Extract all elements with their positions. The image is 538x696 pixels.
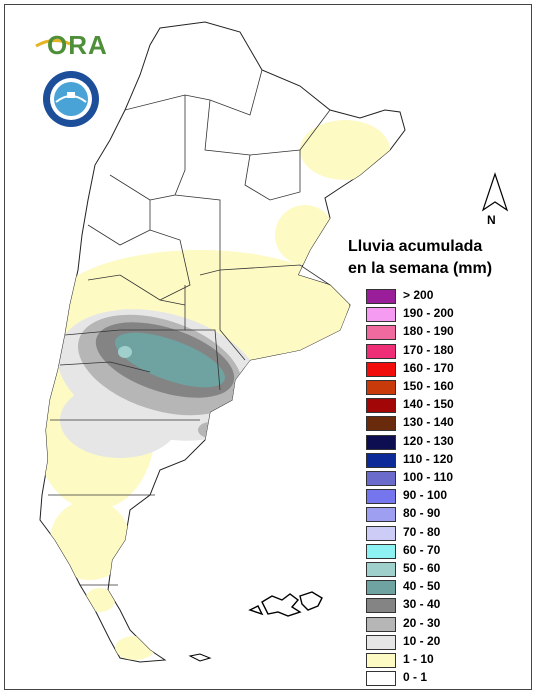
- legend-item: 70 - 80: [366, 525, 526, 543]
- legend-item: 40 - 50: [366, 579, 526, 597]
- legend-swatch: [366, 507, 396, 523]
- legend-item: 110 - 120: [366, 452, 526, 470]
- legend-swatch: [366, 525, 396, 541]
- legend-swatch: [366, 543, 396, 559]
- legend-swatch: [366, 580, 396, 596]
- legend-swatch: [366, 398, 396, 414]
- malvinas-islands: [248, 591, 323, 617]
- legend-item: 80 - 90: [366, 506, 526, 524]
- legend-label: 150 - 160: [403, 379, 454, 393]
- legend-swatch: [366, 325, 396, 341]
- legend-label: 10 - 20: [403, 633, 441, 648]
- legend-swatch: [366, 634, 396, 650]
- legend-label: 20 - 30: [403, 615, 441, 630]
- legend-label: 140 - 150: [403, 397, 454, 412]
- legend-item: 190 - 200: [366, 306, 526, 324]
- legend-label: 100 - 110: [403, 470, 454, 484]
- legend-swatch: [366, 289, 396, 304]
- legend-label: 30 - 40: [403, 597, 441, 612]
- legend-label: 70 - 80: [403, 524, 441, 539]
- legend-swatch: [366, 653, 396, 668]
- legend-label: 130 - 140: [403, 415, 454, 430]
- legend-title-line2: en la semana (mm): [348, 260, 493, 277]
- legend-swatch: [366, 416, 396, 432]
- legend-swatch: [366, 380, 396, 395]
- legend-item: 160 - 170: [366, 361, 526, 379]
- province-borders: [48, 69, 331, 586]
- legend-item: 1 - 10: [366, 652, 526, 670]
- legend-label: 180 - 190: [403, 324, 454, 339]
- legend-label: 40 - 50: [403, 579, 441, 594]
- ora-logo-icon: [35, 39, 71, 48]
- isla-estados: [188, 653, 212, 662]
- legend-label: 80 - 90: [403, 506, 441, 521]
- legend-label: 190 - 200: [403, 306, 454, 321]
- legend-item: 60 - 70: [366, 543, 526, 561]
- legend-item: 10 - 20: [366, 634, 526, 652]
- north-arrow-icon: [481, 172, 509, 212]
- legend-swatch: [366, 434, 396, 450]
- legend-item: 180 - 190: [366, 324, 526, 342]
- legend-item: 90 - 100: [366, 488, 526, 506]
- legend-label: 50 - 60: [403, 561, 441, 575]
- legend-label: 120 - 130: [403, 433, 454, 448]
- legend-swatch: [366, 489, 396, 505]
- legend-label: 110 - 120: [403, 451, 454, 466]
- legend-item: 140 - 150: [366, 397, 526, 415]
- legend-label: 90 - 100: [403, 488, 448, 503]
- legend-swatch: [366, 616, 396, 632]
- legend-label: 60 - 70: [403, 542, 441, 557]
- legend-swatch: [366, 343, 396, 359]
- legend-label: 1 - 10: [403, 652, 434, 666]
- legend-swatch: [366, 452, 396, 468]
- ora-logo-text: ORA: [47, 30, 108, 60]
- legend-label: 160 - 170: [403, 360, 454, 375]
- legend-item: 50 - 60: [366, 561, 526, 579]
- legend-item: 170 - 180: [366, 343, 526, 361]
- legend-item: > 200: [366, 288, 526, 306]
- legend-swatch: [366, 471, 396, 486]
- legend-label: > 200: [403, 288, 434, 302]
- legend-item: 0 - 1: [366, 670, 526, 688]
- legend-swatch: [366, 598, 396, 614]
- legend-item: 100 - 110: [366, 470, 526, 488]
- legend-swatch: [366, 671, 396, 687]
- legend-swatch: [366, 562, 396, 577]
- north-label: N: [487, 213, 496, 227]
- legend-item: 130 - 140: [366, 415, 526, 433]
- legend-swatch: [366, 361, 396, 377]
- smn-seal-icon: [43, 71, 99, 127]
- legend-item: 120 - 130: [366, 434, 526, 452]
- legend-swatch: [366, 307, 396, 323]
- legend-item: 150 - 160: [366, 379, 526, 397]
- legend-item: 30 - 40: [366, 597, 526, 615]
- legend-item: 20 - 30: [366, 616, 526, 634]
- legend-title: Lluvia acumulada en la semana (mm): [348, 236, 523, 280]
- legend-label: 170 - 180: [403, 342, 454, 357]
- legend-title-line1: Lluvia acumulada: [348, 238, 483, 255]
- legend-label: 0 - 1: [403, 670, 428, 685]
